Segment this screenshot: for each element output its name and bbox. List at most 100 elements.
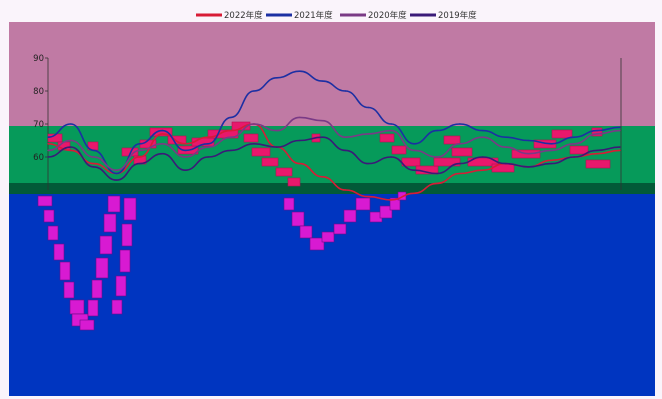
series-3-point — [504, 146, 507, 148]
overlay-block-magenta — [91, 279, 103, 299]
series-1-point — [596, 153, 598, 155]
series-4-point — [619, 146, 621, 148]
overlay-block-magenta — [103, 213, 117, 233]
series-2-point — [527, 139, 530, 142]
series-3-point — [367, 133, 370, 135]
series-4-point — [207, 156, 209, 158]
series-2-point — [596, 129, 598, 132]
series-1-point — [367, 195, 370, 198]
series-2-point — [482, 129, 484, 132]
overlay-block-magenta — [291, 211, 305, 227]
overlay-block-pink — [551, 129, 573, 139]
series-3-point — [161, 143, 164, 145]
overlay-block-pink — [149, 127, 173, 137]
overlay-block-pink — [251, 147, 271, 157]
series-1-point — [47, 143, 49, 145]
series-3-point — [596, 133, 598, 135]
series-3-point — [390, 129, 392, 132]
series-line-2 — [47, 70, 621, 175]
series-3-point — [207, 146, 209, 148]
series-3-point — [47, 149, 49, 152]
plot-band-middle-step — [9, 126, 655, 136]
series-4-point — [230, 149, 232, 152]
overlay-block-pink — [451, 147, 473, 157]
series-2-point — [298, 70, 301, 72]
series-1-point — [298, 162, 301, 165]
series-1-point — [207, 136, 209, 138]
overlay-block-magenta — [343, 209, 357, 223]
series-3-point — [230, 136, 232, 138]
series-4-point — [573, 156, 575, 158]
series-4-point — [596, 149, 598, 152]
series-4-point — [298, 139, 301, 142]
overlay-block-magenta — [111, 299, 123, 315]
overlay-block-magenta — [123, 197, 137, 221]
series-2-point — [504, 136, 507, 138]
overlay-block-magenta — [283, 197, 295, 211]
series-2-point — [138, 143, 141, 145]
overlay-block-pink — [491, 163, 515, 173]
series-1-point — [321, 176, 324, 178]
overlay-block-pink — [585, 159, 611, 169]
series-1-point — [436, 182, 438, 185]
legend-label: 2022年度 — [224, 10, 263, 21]
series-2-point — [344, 90, 347, 92]
overlay-block-magenta — [321, 231, 335, 243]
series-3-point — [344, 136, 347, 138]
series-2-point — [161, 129, 164, 132]
overlay-block-pink — [391, 145, 407, 155]
series-lines — [47, 70, 621, 201]
series-1-point — [413, 192, 415, 194]
series-4-point — [482, 156, 484, 158]
overlay-block-magenta — [53, 243, 65, 261]
series-1-point — [138, 156, 141, 158]
overlay-block-magenta — [355, 197, 371, 211]
series-3-point — [298, 116, 301, 119]
series-3-point — [436, 156, 438, 158]
series-3-point — [70, 139, 72, 142]
overlay-block-pink — [569, 145, 589, 155]
series-3-point — [184, 156, 186, 158]
series-4-point — [344, 149, 347, 152]
series-3-point — [573, 143, 575, 145]
overlay-block-magenta — [99, 235, 113, 255]
series-2-point — [321, 80, 324, 82]
series-4-point — [253, 143, 255, 145]
series-2-point — [276, 77, 278, 79]
series-4-point — [459, 162, 461, 165]
series-2-point — [413, 143, 415, 145]
series-2-point — [184, 149, 186, 152]
series-2-point — [367, 106, 370, 109]
overlay-block-magenta — [115, 275, 127, 297]
legend-item-2: 2021年度 — [266, 10, 333, 21]
series-2-point — [70, 123, 72, 125]
series-4-point — [390, 156, 392, 158]
overlay-block-pink — [261, 157, 279, 167]
series-2-point — [207, 143, 209, 145]
series-2-point — [436, 129, 438, 132]
overlay-block-magenta — [63, 281, 75, 299]
legend-item-4: 2019年度 — [410, 10, 477, 21]
series-2-point — [47, 136, 49, 138]
series-2-point — [93, 149, 95, 152]
series-1-point — [70, 149, 72, 152]
plot-band-dark — [9, 183, 655, 195]
series-1-point — [619, 149, 621, 152]
series-1-point — [230, 129, 232, 132]
series-4-point — [527, 166, 530, 168]
series-4-point — [138, 162, 141, 165]
series-3-point — [459, 143, 461, 145]
series-2-point — [459, 123, 461, 125]
series-2-point — [390, 123, 392, 125]
overlay-block-magenta — [121, 223, 133, 247]
series-2-point — [619, 126, 621, 128]
series-4-point — [161, 153, 164, 155]
legend-label: 2021年度 — [294, 10, 333, 21]
series-1-point — [344, 189, 347, 191]
series-line-3 — [47, 116, 621, 172]
overlay-block-magenta — [119, 249, 131, 273]
series-3-point — [550, 149, 553, 152]
series-4-point — [367, 162, 370, 165]
series-1-point — [390, 199, 392, 201]
